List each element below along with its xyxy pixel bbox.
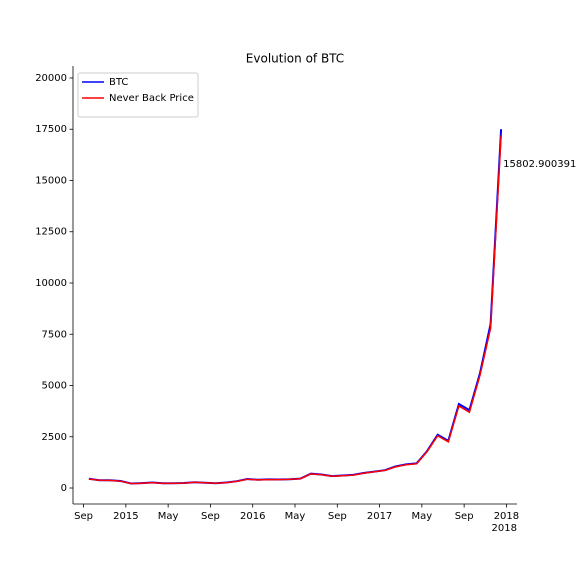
x-tick-label: May bbox=[285, 511, 306, 522]
x-tick-label: Sep bbox=[455, 511, 474, 522]
x-tick-label: 2017 bbox=[367, 511, 392, 522]
y-tick-label: 20000 bbox=[35, 73, 67, 84]
y-tick-label: 2500 bbox=[42, 432, 67, 443]
x-tick-label: May bbox=[412, 511, 433, 522]
x-tick-label: Sep bbox=[74, 511, 93, 522]
line bbox=[88, 135, 502, 485]
x-tick-label: 2016 bbox=[240, 511, 265, 522]
annotation: 15802.900391 bbox=[503, 159, 576, 170]
legend-label: Never Back Price bbox=[109, 93, 194, 104]
x-tick-label: Sep bbox=[328, 511, 347, 522]
y-tick-label: 5000 bbox=[42, 381, 67, 392]
x-tick-label: 2015 bbox=[113, 511, 138, 522]
y-tick-label: 15000 bbox=[35, 175, 67, 186]
y-tick-label: 0 bbox=[61, 483, 67, 494]
y-tick-label: 7500 bbox=[42, 329, 67, 340]
y-tick-label: 10000 bbox=[35, 278, 67, 289]
x-offset-label: 2018 bbox=[492, 523, 517, 534]
legend-label: BTC bbox=[109, 77, 128, 88]
x-tick-label: 2018 bbox=[494, 511, 519, 522]
y-tick-label: 17500 bbox=[35, 124, 67, 135]
y-tick-label: 12500 bbox=[35, 227, 67, 238]
chart-title: Evolution of BTC bbox=[246, 52, 344, 66]
x-tick-label: Sep bbox=[201, 511, 220, 522]
legend-box bbox=[77, 72, 199, 118]
x-tick-label: May bbox=[158, 511, 179, 522]
